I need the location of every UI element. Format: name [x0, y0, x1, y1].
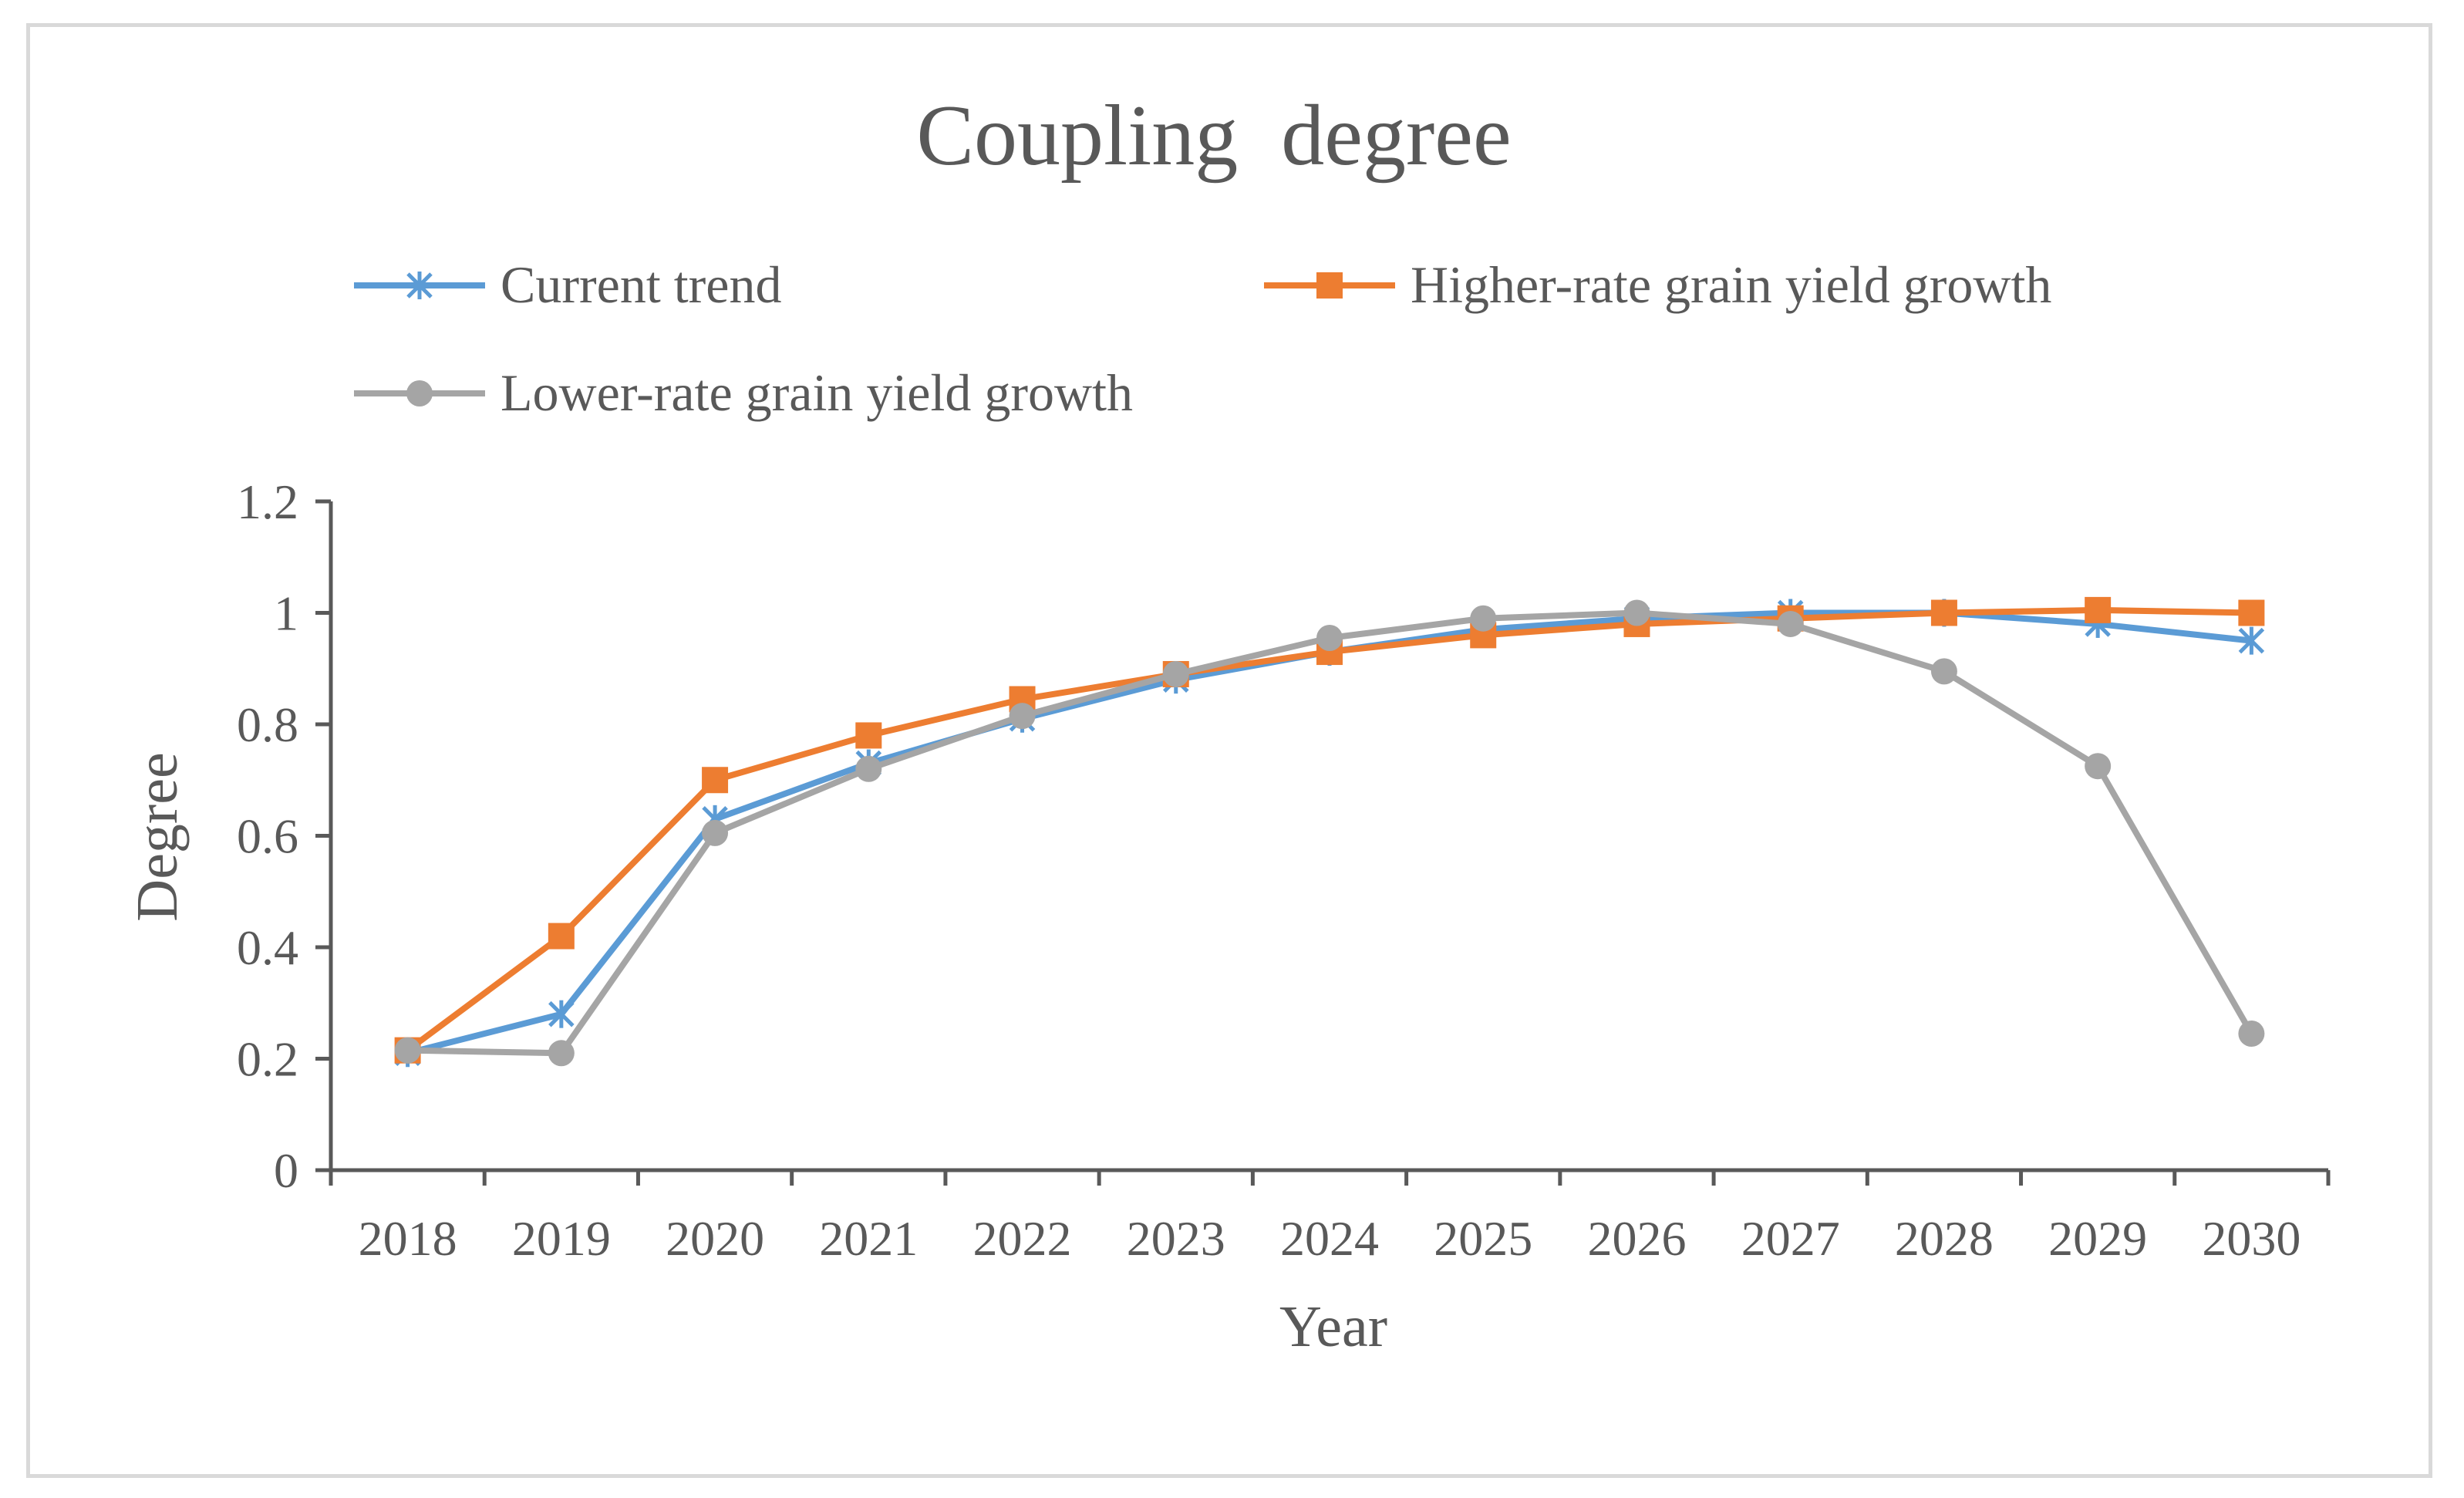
x-tick-label: 2029: [2048, 1211, 2147, 1266]
data-point: [1316, 625, 1343, 652]
legend-label: Lower-rate grain yield growth: [501, 363, 1133, 422]
legend: Current trend Higher-rate grain yield gro…: [354, 255, 2051, 422]
data-point: [702, 819, 729, 846]
legend-label: Higher-rate grain yield growth: [1411, 255, 2051, 314]
legend-label: Current trend: [501, 255, 781, 314]
data-point: [2085, 753, 2112, 780]
legend-marker: [406, 380, 433, 407]
x-tick-label: 2025: [1434, 1211, 1532, 1266]
data-point: [2238, 599, 2265, 626]
line-chart: Coupling degree Current trend Higher-rate…: [125, 88, 2331, 1359]
x-tick-label: 2018: [359, 1211, 457, 1266]
data-point: [2238, 626, 2265, 655]
x-tick-label: 2021: [819, 1211, 918, 1266]
y-tick-label: 1.2: [237, 474, 298, 529]
y-tick-label: 0: [274, 1143, 298, 1198]
legend-item: Lower-rate grain yield growth: [354, 363, 1133, 422]
data-point: [1930, 599, 1957, 626]
series-line: [406, 609, 2252, 1057]
data-point: [2238, 1020, 2265, 1047]
series-2: [394, 596, 2265, 1064]
data-point: [2085, 596, 2112, 623]
legend-item: Current trend: [354, 255, 781, 314]
chart-frame: Coupling degree Current trend Higher-rate…: [26, 23, 2432, 1478]
data-point: [1623, 599, 1650, 626]
series-layer: [394, 596, 2265, 1068]
legend-item: Higher-rate grain yield growth: [1264, 255, 2051, 314]
series-line: [407, 609, 2254, 1057]
data-point: [1162, 660, 1189, 687]
x-tick-label: 2023: [1127, 1211, 1225, 1266]
data-point: [855, 722, 882, 749]
x-axis-label: Year: [1279, 1294, 1387, 1359]
data-point: [1777, 610, 1804, 637]
y-tick-label: 0.6: [237, 809, 298, 864]
data-point: [394, 1037, 421, 1064]
x-tick-label: 2019: [512, 1211, 611, 1266]
legend-marker: [1316, 272, 1343, 299]
y-axis: 0 0.2 0.4 0.6 0.8 1 1.2: [237, 474, 333, 1198]
series-line: [406, 606, 2252, 1053]
data-point: [548, 1040, 575, 1067]
y-tick-label: 0.4: [237, 920, 298, 975]
x-tick-label: 2026: [1587, 1211, 1686, 1266]
x-tick-label: 2024: [1280, 1211, 1379, 1266]
data-point: [1470, 605, 1497, 632]
data-point: [548, 1000, 575, 1028]
x-tick-label: 2027: [1741, 1211, 1840, 1266]
x-tick-label: 2028: [1895, 1211, 1994, 1266]
x-tick-label: 2030: [2202, 1211, 2301, 1266]
x-axis: 2018 2019 2020 2021 2022 2023 2024 2025 2026 2027…: [329, 1168, 2331, 1266]
data-point: [1009, 703, 1036, 730]
x-tick-label: 2022: [973, 1211, 1072, 1266]
data-point: [1930, 658, 1957, 685]
legend-marker: [406, 272, 433, 299]
chart-title: Coupling degree: [916, 88, 1511, 184]
series-1: [394, 599, 2265, 1068]
x-tick-label: 2020: [666, 1211, 764, 1266]
series-3: [394, 599, 2265, 1067]
data-point: [855, 755, 882, 782]
data-point: [548, 923, 575, 950]
y-tick-label: 1: [274, 586, 298, 641]
y-axis-label: Degree: [125, 752, 190, 921]
data-point: [702, 767, 729, 794]
y-tick-label: 0.8: [237, 697, 298, 752]
y-tick-label: 0.2: [237, 1032, 298, 1087]
